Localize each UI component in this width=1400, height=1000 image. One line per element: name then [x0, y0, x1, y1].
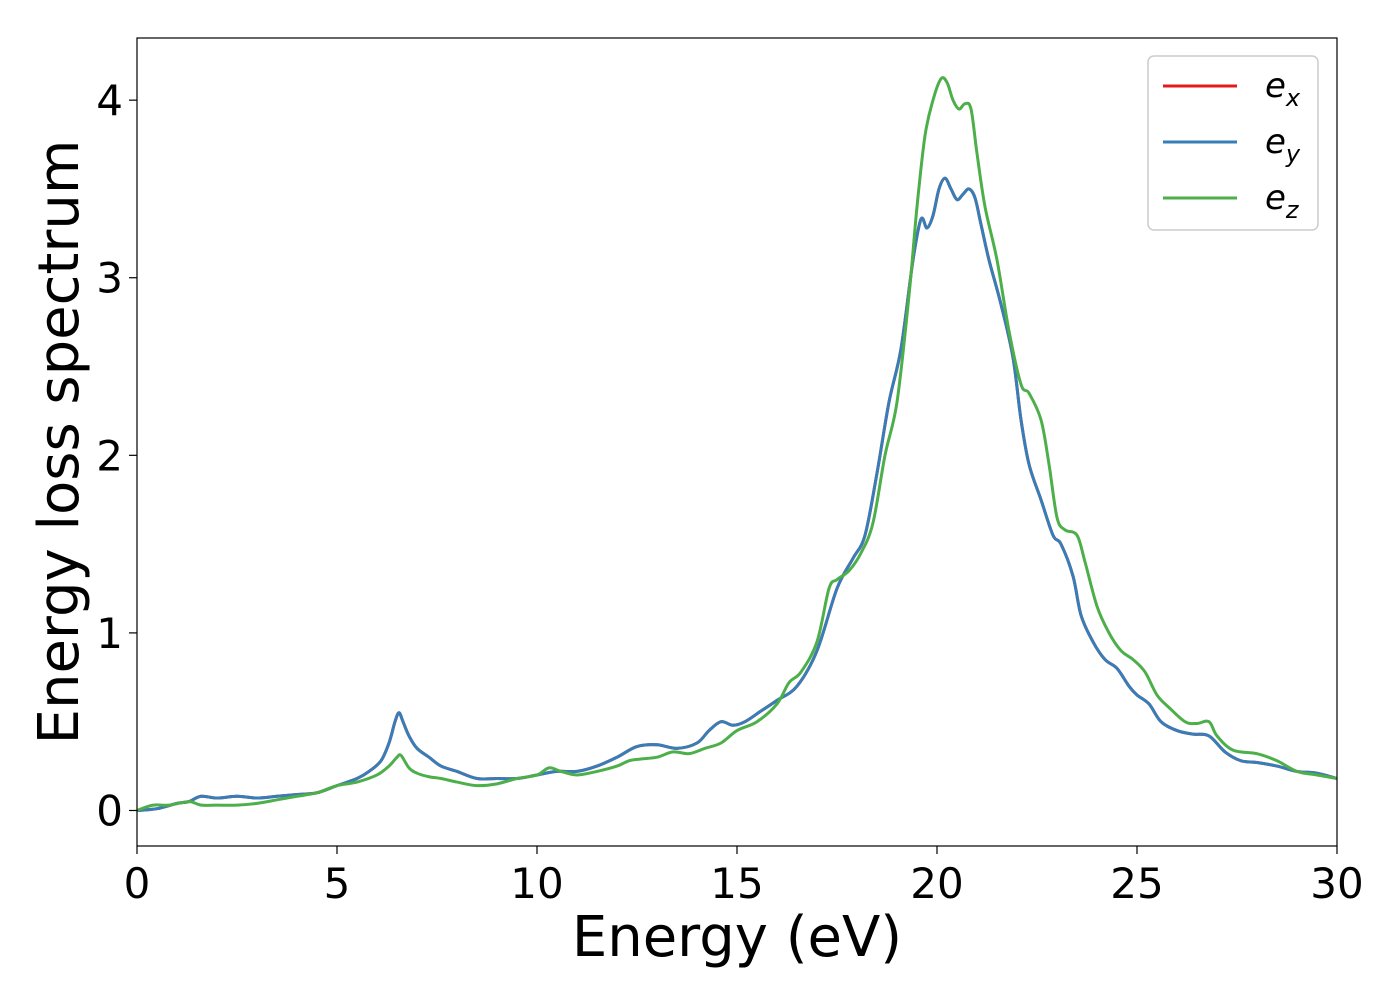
x-axis-label: Energy (eV)	[572, 905, 902, 970]
legend-entry-y: ey	[1163, 122, 1301, 168]
x-tick-label: 0	[124, 859, 151, 908]
legend-label: ez	[1265, 178, 1300, 224]
y-tick-label: 3	[96, 254, 123, 303]
y-tick-label: 4	[96, 76, 123, 125]
legend: ex ey ez	[1147, 55, 1319, 231]
y-tick-label: 2	[96, 431, 123, 480]
y-tick-label: 0	[96, 786, 123, 835]
x-tick-label: 10	[510, 859, 563, 908]
x-tick-label: 30	[1310, 859, 1363, 908]
legend-entries: ex ey ez	[1163, 66, 1301, 224]
legend-label: ey	[1265, 122, 1301, 168]
x-tick-label: 5	[324, 859, 351, 908]
series-layer	[137, 76, 1337, 812]
y-tick-label: 1	[96, 609, 123, 658]
y-axis-label: Energy loss spectrum	[27, 140, 92, 745]
series-line-y	[137, 176, 1337, 812]
x-tick-label: 20	[910, 859, 963, 908]
legend-label: ex	[1265, 66, 1301, 112]
series-line-z	[137, 76, 1337, 812]
x-tick-label: 25	[1110, 859, 1163, 908]
legend-entry-z: ez	[1163, 178, 1300, 224]
legend-entry-x: ex	[1163, 66, 1301, 112]
ticks-layer: 0 5 10 15 20 25 30 0 1 2 3 4	[96, 76, 1363, 908]
x-tick-label: 15	[710, 859, 763, 908]
